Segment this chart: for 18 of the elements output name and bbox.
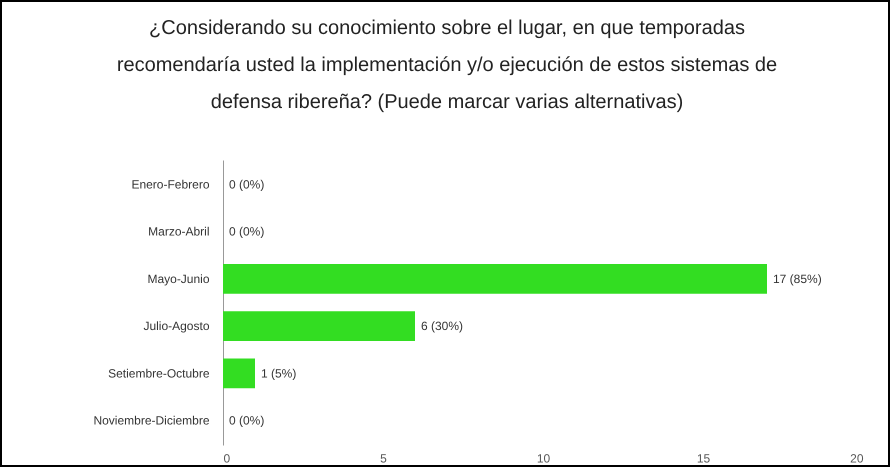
x-tick-label: 20 [850,452,864,466]
data-label: 6 (30%) [421,319,464,334]
y-tick-label: Noviembre-Diciembre [93,414,210,428]
data-label: 17 (85%) [773,272,822,286]
y-tick-label: Marzo-Abril [148,224,210,239]
data-label: 0 (0%) [229,414,264,428]
x-tick-label: 15 [696,452,710,466]
y-tick-label: Mayo-Junio [147,272,210,286]
x-tick-label: 5 [380,452,388,466]
y-tick-label: Enero-Febrero [131,177,210,192]
data-label: 1 (5%) [261,366,296,380]
y-tick-label: Julio-Agosto [143,319,210,334]
chart-title: ¿Considerando su conocimiento sobre el lugar, en que temporadas recomendaría usted la implementación y/o ejecución de estos sistemas de defensa ribereña? (Puede marcar varias alternativas) [116,16,778,115]
y-tick-label: Setiembre-Octubre [108,366,210,380]
data-label: 0 (0%) [229,224,264,239]
data-label: 0 (0%) [229,177,264,192]
x-tick-label: 0 [224,452,230,466]
x-tick-label: 10 [536,452,550,466]
